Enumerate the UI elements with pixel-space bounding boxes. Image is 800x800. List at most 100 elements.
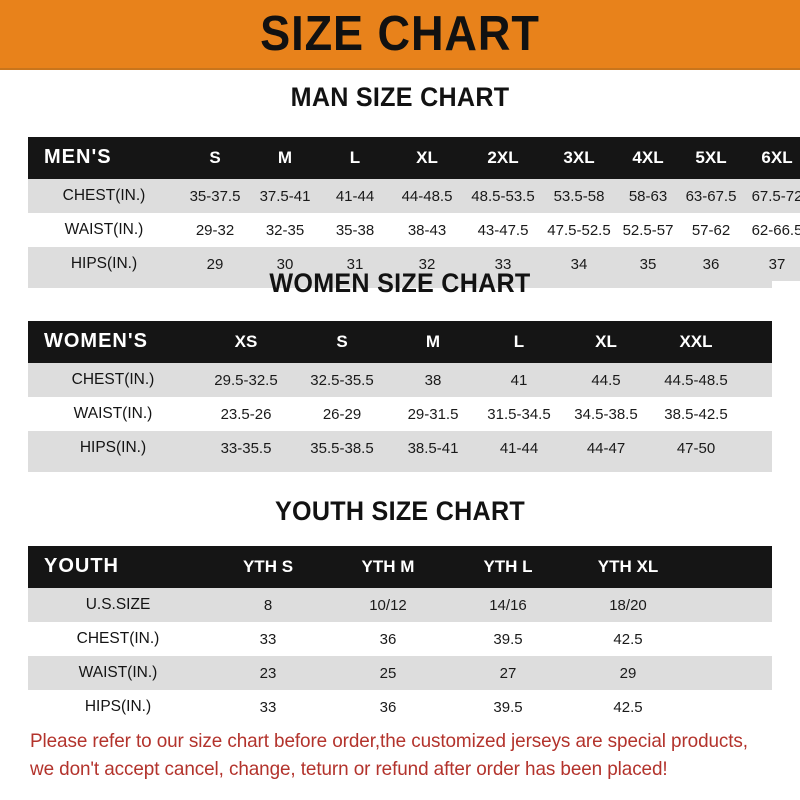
table-cell: 58-63 — [628, 187, 668, 205]
table-row: U.S.SIZE 8 10/12 14/16 18/20 — [28, 588, 772, 622]
youth-size-table-wrap: YOUTH YTH S YTH M YTH L YTH XL U.S.SIZE … — [28, 546, 772, 731]
youth-row-label-chest: CHEST(IN.) — [76, 630, 160, 647]
table-cell — [742, 397, 772, 431]
table-cell: 29.5-32.5 — [214, 371, 278, 389]
page-banner: SIZE CHART — [0, 0, 800, 70]
youth-col-m: YTH M — [361, 556, 415, 576]
table-cell: 36 — [379, 630, 397, 648]
men-col-5xl: 5XL — [695, 147, 727, 167]
table-cell: 52.5-57 — [622, 221, 674, 239]
men-col-4xl: 4XL — [632, 147, 664, 167]
women-col-l: L — [513, 331, 525, 351]
men-row-label-chest: CHEST(IN.) — [62, 187, 146, 204]
women-rowhead-label: WOMEN'S — [44, 330, 148, 352]
table-cell: 31.5-34.5 — [487, 405, 551, 423]
table-cell — [688, 690, 772, 724]
table-cell: 39.5 — [493, 630, 523, 648]
table-cell: 41-44 — [499, 439, 539, 457]
women-col-pad — [742, 321, 772, 363]
women-col-m: M — [425, 331, 441, 351]
table-cell — [742, 431, 772, 465]
table-cell: 32.5-35.5 — [310, 371, 374, 389]
men-table-header-row: MEN'S S M L XL 2XL 3XL 4XL 5XL 6XL — [28, 137, 800, 179]
youth-size-table: YOUTH YTH S YTH M YTH L YTH XL U.S.SIZE … — [28, 546, 772, 724]
table-cell — [688, 656, 772, 690]
table-cell: 36 — [379, 698, 397, 716]
table-cell: 25 — [379, 664, 397, 682]
youth-section-title: YOUTH SIZE CHART — [275, 496, 525, 526]
table-cell: 42.5 — [613, 698, 643, 716]
women-table-bottom-strip — [28, 465, 772, 472]
table-cell: 23 — [259, 664, 277, 682]
table-cell: 29 — [619, 664, 637, 682]
women-row-label-hips: HIPS(IN.) — [79, 439, 147, 456]
youth-col-s: YTH S — [242, 556, 294, 576]
table-cell: 34 — [570, 255, 588, 273]
table-cell: 63-67.5 — [685, 187, 737, 205]
table-cell: 42.5 — [613, 630, 643, 648]
table-cell: 33-35.5 — [220, 439, 272, 457]
women-row-label-waist: WAIST(IN.) — [73, 405, 153, 422]
women-table-header-row: WOMEN'S XS S M L XL XXL — [28, 321, 772, 363]
table-cell: 35-37.5 — [189, 187, 241, 205]
men-col-s: S — [209, 147, 221, 167]
table-cell: 33 — [259, 698, 277, 716]
table-cell: 67.5-72 — [751, 187, 800, 205]
page-title: SIZE CHART — [260, 6, 540, 61]
table-cell: 39.5 — [493, 698, 523, 716]
table-cell: 29-31.5 — [407, 405, 459, 423]
table-cell: 38.5-42.5 — [664, 405, 728, 423]
women-row-label-chest: CHEST(IN.) — [71, 371, 155, 388]
table-cell: 27 — [499, 664, 517, 682]
disclaimer-note: Please refer to our size chart before or… — [30, 728, 753, 783]
men-col-2xl: 2XL — [487, 147, 519, 167]
table-cell: 34.5-38.5 — [574, 405, 638, 423]
women-col-s: S — [336, 331, 348, 351]
table-row: HIPS(IN.) 29 30 31 32 33 34 35 36 37 — [28, 247, 800, 281]
table-cell: 41 — [510, 371, 528, 389]
table-cell: 62-66.5 — [751, 221, 800, 239]
women-chart-block: WOMEN SIZE CHART — [28, 268, 772, 299]
men-col-6xl: 6XL — [761, 147, 793, 167]
women-col-xl: XL — [595, 331, 617, 351]
women-col-xs: XS — [234, 331, 258, 351]
table-row: HIPS(IN.) 33-35.5 35.5-38.5 38.5-41 41-4… — [28, 431, 772, 465]
men-col-xl: XL — [416, 147, 438, 167]
youth-chart-block: YOUTH SIZE CHART — [28, 496, 772, 527]
men-rowhead-label: MEN'S — [44, 146, 112, 168]
table-cell: 35.5-38.5 — [310, 439, 374, 457]
youth-row-label-waist: WAIST(IN.) — [78, 664, 158, 681]
men-col-m: M — [277, 147, 293, 167]
table-cell: 38 — [424, 371, 442, 389]
youth-col-l: YTH L — [483, 556, 533, 576]
men-size-table: MEN'S S M L XL 2XL 3XL 4XL 5XL 6XL CHEST… — [28, 137, 800, 281]
table-cell: 29-32 — [195, 221, 235, 239]
table-cell: 47-50 — [676, 439, 716, 457]
table-cell: 32-35 — [265, 221, 305, 239]
table-cell: 26-29 — [322, 405, 362, 423]
table-row: HIPS(IN.) 33 36 39.5 42.5 — [28, 690, 772, 724]
table-cell — [742, 363, 772, 397]
table-cell: 35 — [639, 255, 657, 273]
table-cell: 44.5 — [591, 371, 621, 389]
table-cell: 48.5-53.5 — [471, 187, 535, 205]
table-cell: 53.5-58 — [553, 187, 605, 205]
men-row-label-hips: HIPS(IN.) — [70, 255, 138, 272]
youth-col-xl: YTH XL — [597, 556, 659, 576]
table-cell: 44-48.5 — [401, 187, 453, 205]
table-cell: 37.5-41 — [259, 187, 311, 205]
youth-col-pad — [688, 546, 772, 588]
disclaimer-line-1: Please refer to our size chart before or… — [30, 730, 748, 752]
table-cell: 44.5-48.5 — [664, 371, 728, 389]
table-cell: 10/12 — [369, 596, 407, 614]
table-cell: 31 — [346, 255, 364, 273]
table-cell: 33 — [259, 630, 277, 648]
youth-row-label-hips: HIPS(IN.) — [84, 698, 152, 715]
table-row: CHEST(IN.) 35-37.5 37.5-41 41-44 44-48.5… — [28, 179, 800, 213]
table-cell: 33 — [494, 255, 512, 273]
women-size-table: WOMEN'S XS S M L XL XXL CHEST(IN.) 29.5-… — [28, 321, 772, 465]
table-cell: 37 — [768, 255, 786, 273]
women-col-xxl: XXL — [679, 331, 713, 351]
table-row: WAIST(IN.) 29-32 32-35 35-38 38-43 43-47… — [28, 213, 800, 247]
table-cell: 57-62 — [691, 221, 731, 239]
